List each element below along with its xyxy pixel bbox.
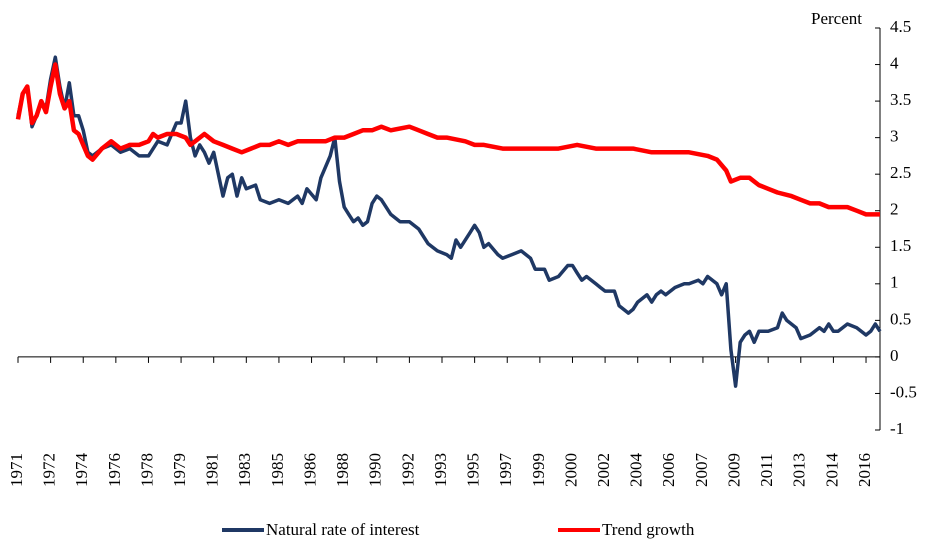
x-tick-label: 1997 bbox=[496, 453, 515, 488]
x-tick-label: 1971 bbox=[7, 453, 26, 487]
x-tick-label: 2011 bbox=[757, 453, 776, 486]
x-tick-label: 1992 bbox=[398, 453, 417, 487]
x-tick-label: 1979 bbox=[170, 453, 189, 487]
x-tick-label: 2013 bbox=[790, 453, 809, 487]
x-tick-label: 1995 bbox=[464, 453, 483, 487]
x-tick-label: 2016 bbox=[855, 453, 874, 487]
x-tick-label: 2004 bbox=[627, 453, 646, 488]
y-tick-label: 1 bbox=[890, 273, 899, 292]
y-tick-label: 4 bbox=[890, 53, 899, 72]
legend-label: Trend growth bbox=[602, 520, 695, 539]
y-tick-label: 2 bbox=[890, 200, 899, 219]
x-tick-label: 1993 bbox=[431, 453, 450, 487]
x-tick-label: 1988 bbox=[333, 453, 352, 487]
x-tick-label: 2006 bbox=[659, 453, 678, 487]
x-tick-label: 1983 bbox=[235, 453, 254, 487]
legend-label: Natural rate of interest bbox=[266, 520, 420, 539]
y-tick-label: 0.5 bbox=[890, 309, 911, 328]
x-tick-label: 1976 bbox=[105, 453, 124, 487]
x-tick-label: 1974 bbox=[72, 453, 91, 488]
x-tick-label: 1981 bbox=[203, 453, 222, 487]
x-tick-label: 1978 bbox=[137, 453, 156, 487]
x-tick-label: 1985 bbox=[268, 453, 287, 487]
x-tick-label: 2000 bbox=[561, 453, 580, 487]
x-tick-label: 1972 bbox=[40, 453, 59, 487]
y-axis-title: Percent bbox=[811, 9, 862, 28]
x-tick-label: 2007 bbox=[692, 453, 711, 488]
y-tick-label: 3 bbox=[890, 127, 899, 146]
line-series bbox=[15, 62, 880, 217]
x-tick-label: 2009 bbox=[724, 453, 743, 487]
y-tick-label: 2.5 bbox=[890, 163, 911, 182]
y-tick-label: 3.5 bbox=[890, 90, 911, 109]
y-tick-label: -0.5 bbox=[890, 382, 917, 401]
line-series bbox=[16, 55, 882, 388]
x-tick-label: 2014 bbox=[822, 453, 841, 488]
y-tick-label: 4.5 bbox=[890, 17, 911, 36]
y-tick-label: -1 bbox=[890, 419, 904, 438]
x-tick-label: 1999 bbox=[529, 453, 548, 487]
x-tick-label: 1990 bbox=[366, 453, 385, 487]
y-tick-label: 0 bbox=[890, 346, 899, 365]
x-tick-label: 1986 bbox=[300, 453, 319, 487]
x-tick-label: 2002 bbox=[594, 453, 613, 487]
y-tick-label: 1.5 bbox=[890, 236, 911, 255]
